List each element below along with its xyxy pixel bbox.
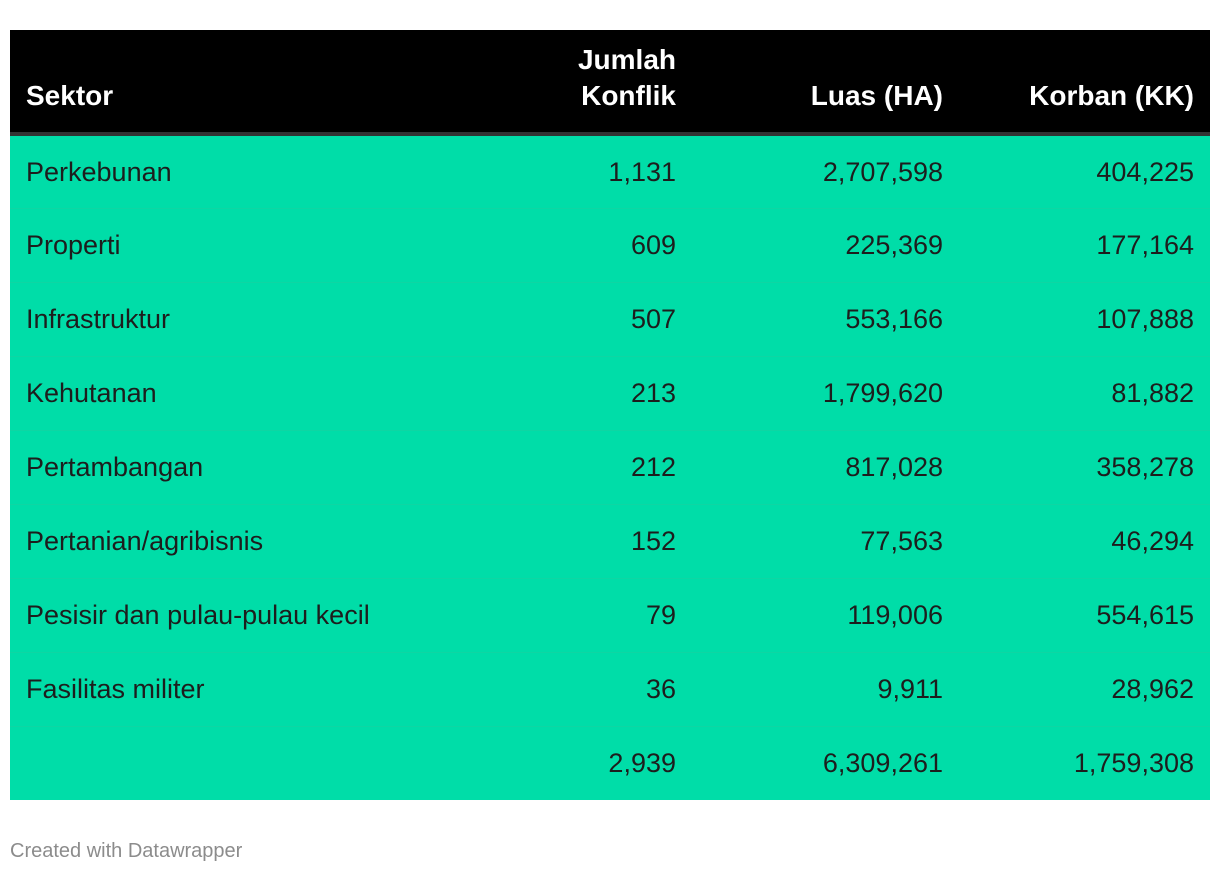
cell-luas: 553,166 [692,281,959,356]
cell-total-jumlah-konflik: 2,939 [520,725,692,800]
cell-luas: 225,369 [692,207,959,282]
table-row: Perkebunan 1,131 2,707,598 404,225 [10,134,1210,208]
cell-korban: 46,294 [959,503,1210,578]
table-row: Pertanian/agribisnis 152 77,563 46,294 [10,503,1210,578]
cell-jumlah-konflik: 212 [520,429,692,504]
data-table-container: Sektor Jumlah Konflik Luas (HA) Korban (… [10,30,1210,800]
cell-jumlah-konflik: 79 [520,577,692,652]
cell-jumlah-konflik: 609 [520,207,692,282]
cell-sektor: Pertambangan [10,429,520,504]
cell-luas: 817,028 [692,429,959,504]
cell-jumlah-konflik: 1,131 [608,156,676,187]
cell-jumlah-konflik: 36 [520,651,692,726]
cell-sektor: Properti [10,207,520,282]
table-header-row: Sektor Jumlah Konflik Luas (HA) Korban (… [10,30,1210,136]
cell-korban: 554,615 [959,577,1210,652]
cell-korban: 177,164 [959,207,1210,282]
cell-sektor: Infrastruktur [10,281,520,356]
cell-luas: 119,006 [692,577,959,652]
column-header-luas: Luas (HA) [692,30,959,136]
cell-korban: 28,962 [959,651,1210,726]
cell-luas: 9,911 [692,651,959,726]
table-row: Infrastruktur 507 553,166 107,888 [10,281,1210,356]
cell-sektor: Pesisir dan pulau-pulau kecil [10,577,520,652]
cell-sektor [10,725,520,800]
table-body: Perkebunan 1,131 2,707,598 404,225 Prope… [10,134,1210,800]
table-row: Kehutanan 213 1,799,620 81,882 [10,355,1210,430]
cell-sektor: Pertanian/agribisnis [10,503,520,578]
cell-jumlah-konflik: 507 [520,281,692,356]
table-row: Pesisir dan pulau-pulau kecil 79 119,006… [10,577,1210,652]
cell-jumlah-konflik: 152 [520,503,692,578]
cell-total-luas: 6,309,261 [692,725,959,800]
cell-luas: 2,707,598 [822,156,943,187]
cell-korban: 81,882 [959,355,1210,430]
cell-luas: 77,563 [692,503,959,578]
cell-total-korban: 1,759,308 [959,725,1210,800]
cell-sektor: Perkebunan [26,156,172,187]
cell-jumlah-konflik: 213 [520,355,692,430]
column-header-korban: Korban (KK) [959,30,1210,136]
table-row: Properti 609 225,369 177,164 [10,207,1210,282]
column-header-sektor: Sektor [10,30,520,136]
table-row-total: 2,939 6,309,261 1,759,308 [10,725,1210,800]
table-row: Fasilitas militer 36 9,911 28,962 [10,651,1210,726]
column-header-jumlah-konflik: Jumlah Konflik [520,30,692,136]
cell-sektor: Fasilitas militer [10,651,520,726]
cell-korban: 107,888 [959,281,1210,356]
data-table: Sektor Jumlah Konflik Luas (HA) Korban (… [10,30,1210,800]
datawrapper-credit: Created with Datawrapper [10,840,243,862]
table-row: Pertambangan 212 817,028 358,278 [10,429,1210,504]
cell-luas: 1,799,620 [692,355,959,430]
cell-korban: 358,278 [959,429,1210,504]
cell-sektor: Kehutanan [10,355,520,430]
cell-korban: 404,225 [1096,156,1194,187]
